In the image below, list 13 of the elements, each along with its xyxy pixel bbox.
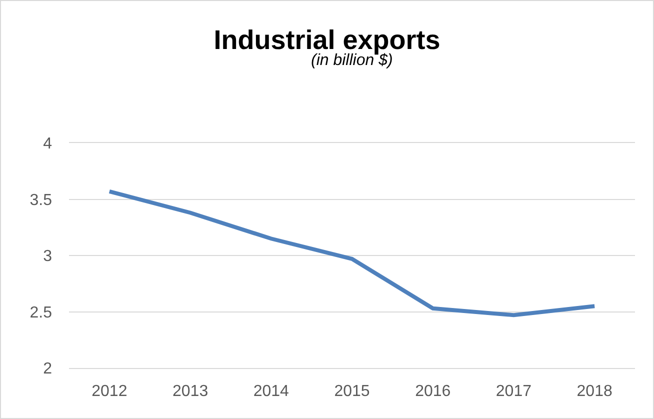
x-tick-label: 2017 — [496, 383, 532, 400]
line-series — [107, 189, 597, 318]
x-tick-label: 2012 — [92, 383, 128, 400]
x-tick-label: 2014 — [253, 383, 290, 400]
y-tick-label: 2 — [43, 360, 52, 378]
y-tick-label: 3.5 — [30, 192, 52, 209]
x-tick-label: 2016 — [415, 383, 451, 400]
y-tick-label: 3 — [43, 248, 52, 266]
x-tick-label: 2013 — [172, 383, 208, 400]
x-tick-label: 2015 — [334, 383, 370, 400]
y-tick-label: 4 — [43, 136, 52, 153]
x-tick-label: 2018 — [576, 383, 612, 400]
y-tick-label: 2.5 — [30, 304, 52, 322]
